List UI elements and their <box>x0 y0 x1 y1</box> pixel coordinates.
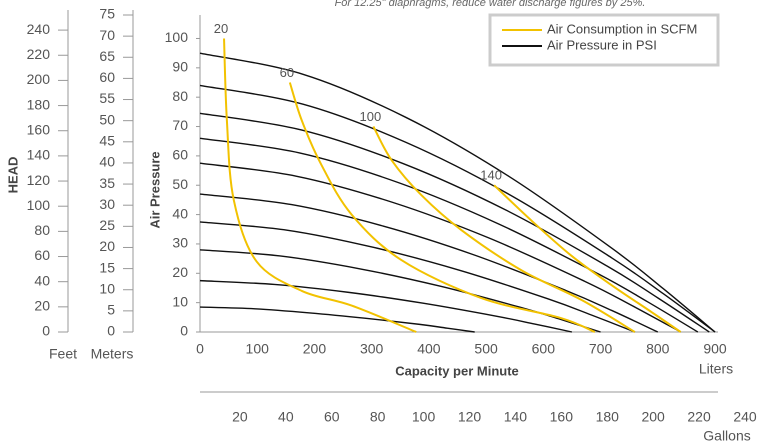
x-tick-label: 700 <box>589 341 613 357</box>
gallons-tick-label: 140 <box>504 409 528 425</box>
feet-tick-label: 80 <box>34 222 50 238</box>
feet-tick-label: 120 <box>27 172 51 188</box>
meters-unit: Meters <box>91 346 134 362</box>
meters-tick-label: 0 <box>107 323 115 339</box>
meters-tick-label: 45 <box>99 133 115 149</box>
air-pressure-curve <box>199 193 659 333</box>
chart-subtitle: For 12.25" diaphragms, reduce water disc… <box>335 0 646 9</box>
y-tick-label: 100 <box>165 29 189 45</box>
air-pressure-curve <box>199 306 475 333</box>
meters-tick-label: 50 <box>99 111 115 127</box>
feet-tick-label: 0 <box>42 323 50 339</box>
x-axis-label: Capacity per Minute <box>395 363 519 378</box>
meters-tick-label: 70 <box>99 27 115 43</box>
meters-tick-label: 15 <box>99 259 115 275</box>
gallons-tick-label: 20 <box>232 409 248 425</box>
air-pressure-curve <box>199 52 716 333</box>
curve-label: 100 <box>360 109 382 124</box>
feet-tick-label: 200 <box>27 71 51 87</box>
legend-box <box>488 13 720 67</box>
curve-label: 140 <box>480 168 502 183</box>
x-tick-label: 400 <box>417 341 441 357</box>
meters-tick-label: 30 <box>99 196 115 212</box>
gallons-tick-label: 40 <box>278 409 294 425</box>
legend-label: Air Consumption in SCFM <box>547 21 697 36</box>
air-pressure-curve <box>199 84 716 333</box>
x-tick-label: 200 <box>303 341 327 357</box>
feet-tick-label: 60 <box>34 247 50 263</box>
x-tick-label: 600 <box>532 341 556 357</box>
gallons-tick-label: 180 <box>596 409 620 425</box>
gallons-unit: Gallons <box>703 428 750 444</box>
y-tick-label: 30 <box>172 235 188 251</box>
air-pressure-curve <box>199 137 699 333</box>
y-tick-label: 10 <box>172 293 188 309</box>
meters-tick-label: 40 <box>99 154 115 170</box>
air-consumption-curve <box>493 184 682 333</box>
meters-tick-label: 20 <box>99 238 115 254</box>
gallons-tick-label: 240 <box>733 409 757 425</box>
y-tick-label: 90 <box>172 59 188 75</box>
legend-label: Air Pressure in PSI <box>547 37 657 52</box>
gallons-tick-label: 220 <box>687 409 711 425</box>
y-tick-label: 60 <box>172 147 188 163</box>
gallons-tick-label: 100 <box>412 409 436 425</box>
air-pressure-curve <box>199 249 601 333</box>
air-consumption-curve <box>372 126 636 333</box>
air-pressure-curve <box>199 279 573 333</box>
y-tick-label: 40 <box>172 205 188 221</box>
feet-tick-label: 240 <box>27 21 51 37</box>
meters-tick-label: 75 <box>99 6 115 22</box>
head-label: HEAD <box>5 157 20 194</box>
y-tick-label: 70 <box>172 117 188 133</box>
feet-tick-label: 40 <box>34 272 50 288</box>
feet-tick-label: 100 <box>27 197 51 213</box>
feet-tick-label: 220 <box>27 46 51 62</box>
feet-tick-label: 140 <box>27 147 51 163</box>
air-consumption-curve <box>288 82 596 333</box>
x-tick-label: 800 <box>646 341 670 357</box>
y-tick-label: 50 <box>172 176 188 192</box>
x-tick-label: 0 <box>196 341 204 357</box>
gallons-tick-label: 60 <box>324 409 340 425</box>
air-pressure-curve <box>199 162 682 333</box>
feet-tick-label: 160 <box>27 121 51 137</box>
liters-unit: Liters <box>699 361 733 377</box>
meters-tick-label: 65 <box>99 48 115 64</box>
meters-tick-label: 25 <box>99 217 115 233</box>
x-tick-label: 100 <box>246 341 270 357</box>
gallons-tick-label: 160 <box>550 409 574 425</box>
curve-label: 60 <box>280 65 294 80</box>
meters-tick-label: 60 <box>99 69 115 85</box>
feet-tick-label: 180 <box>27 96 51 112</box>
meters-tick-label: 10 <box>99 280 115 296</box>
y-tick-label: 20 <box>172 264 188 280</box>
gallons-tick-label: 200 <box>641 409 665 425</box>
feet-tick-label: 20 <box>34 298 50 314</box>
air-pressure-curve <box>199 221 636 333</box>
feet-unit: Feet <box>49 346 77 362</box>
x-tick-label: 500 <box>474 341 498 357</box>
air-consumption-curve <box>223 38 417 333</box>
meters-tick-label: 5 <box>107 302 115 318</box>
y-tick-label: 0 <box>180 323 188 339</box>
curve-label: 20 <box>214 21 228 36</box>
y-axis-label: Air Pressure <box>147 151 162 228</box>
meters-tick-label: 35 <box>99 175 115 191</box>
meters-tick-label: 55 <box>99 90 115 106</box>
x-tick-label: 300 <box>360 341 384 357</box>
gallons-tick-label: 120 <box>458 409 482 425</box>
gallons-tick-label: 80 <box>370 409 386 425</box>
air-pressure-curve <box>199 112 710 333</box>
y-tick-label: 80 <box>172 88 188 104</box>
x-tick-label: 900 <box>703 341 727 357</box>
